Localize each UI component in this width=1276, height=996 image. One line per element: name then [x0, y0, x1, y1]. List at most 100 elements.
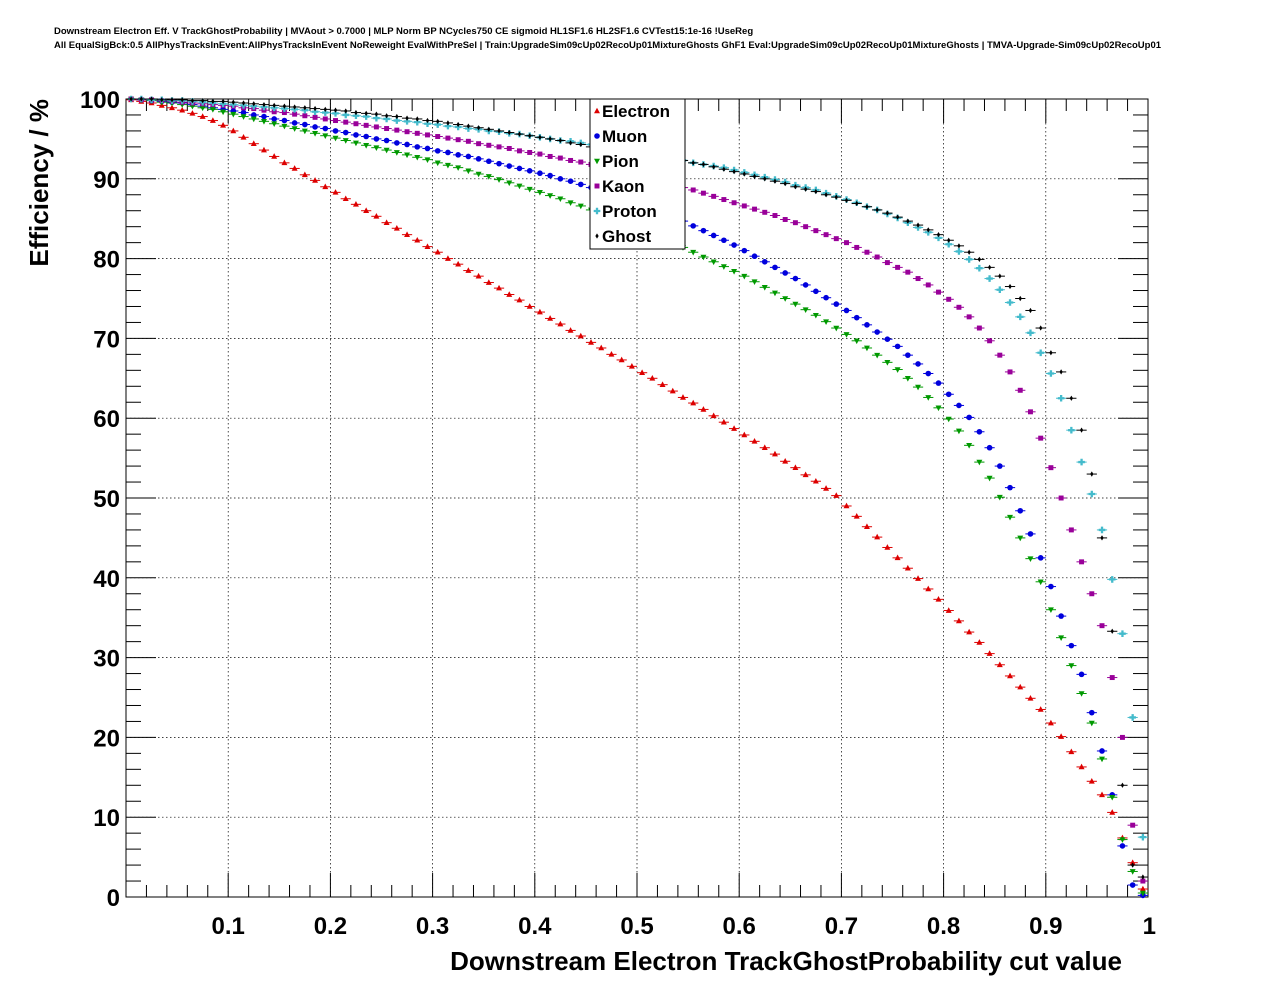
data-point-ghost [201, 97, 205, 104]
data-point-muon [312, 124, 318, 130]
data-point-ghost [384, 113, 389, 119]
data-point-kaon [833, 236, 839, 242]
data-point-ghost [262, 101, 266, 108]
data-point-electron [976, 639, 983, 645]
data-point-muon [813, 288, 819, 295]
data-point-electron [1109, 809, 1116, 815]
data-point-pion [434, 160, 441, 167]
data-point-kaon [700, 190, 706, 196]
data-point-kaon [690, 187, 696, 193]
data-point-proton [403, 118, 411, 125]
data-point-kaon [425, 132, 430, 138]
data-point-ghost [1141, 874, 1145, 880]
data-point-electron [833, 492, 840, 498]
data-point-muon [281, 117, 288, 124]
data-point-pion [301, 128, 308, 135]
data-point-pion [485, 174, 492, 180]
data-point-ghost [497, 128, 501, 134]
data-point-pion [761, 285, 768, 291]
data-point-muon [772, 264, 778, 271]
data-point-proton [393, 117, 401, 124]
data-point-proton [1129, 714, 1136, 721]
legend-label-pion: Pion [602, 152, 639, 171]
data-point-electron [383, 219, 390, 225]
x-tick-label: 0.5 [620, 913, 653, 940]
data-point-pion [230, 111, 237, 118]
data-point-pion [577, 203, 584, 210]
data-point-kaon [997, 352, 1003, 358]
data-point-pion [536, 190, 543, 196]
data-point-kaon [741, 203, 747, 209]
data-point-kaon [578, 159, 584, 165]
data-point-ghost [446, 120, 450, 126]
data-point-ghost [160, 97, 164, 103]
data-point-ghost [579, 141, 583, 148]
data-point-proton [955, 248, 963, 255]
data-point-muon [843, 307, 850, 314]
data-point-electron [250, 140, 257, 146]
data-point-electron [465, 267, 472, 273]
data-point-ghost [374, 111, 379, 117]
data-point-ghost [272, 102, 276, 109]
data-point-proton [935, 234, 942, 242]
data-point-kaon [1007, 369, 1013, 375]
data-point-muon [271, 116, 277, 122]
data-point-ghost [1049, 350, 1053, 356]
data-point-pion [976, 459, 983, 466]
data-point-muon [322, 125, 329, 132]
data-point-pion [1017, 535, 1024, 542]
data-point-muon [353, 132, 359, 138]
data-point-electron [332, 189, 339, 195]
data-point-proton [434, 121, 442, 128]
data-point-proton [352, 112, 360, 120]
data-point-electron [782, 457, 789, 464]
data-point-muon [997, 463, 1003, 469]
data-point-pion [935, 405, 942, 412]
data-point-ghost [1008, 283, 1012, 290]
data-point-muon [1068, 642, 1075, 649]
data-point-kaon [568, 157, 574, 163]
data-point-ghost [1079, 427, 1084, 433]
data-point-kaon [557, 155, 563, 161]
data-point-electron [281, 159, 288, 166]
data-point-electron [404, 231, 411, 237]
data-point-electron [741, 431, 748, 438]
data-point-kaon [1099, 623, 1105, 629]
data-point-muon [935, 380, 942, 386]
y-tick-label: 20 [93, 725, 120, 752]
data-point-electron [649, 375, 656, 381]
data-point-electron [628, 363, 635, 369]
data-point-ghost [701, 161, 706, 168]
legend-label-electron: Electron [602, 102, 670, 121]
data-point-ghost [395, 113, 399, 120]
data-point-ghost [1039, 325, 1043, 331]
data-point-muon [751, 253, 758, 260]
data-point-pion [373, 145, 380, 151]
data-point-electron [567, 327, 574, 333]
data-point-ghost [752, 173, 757, 180]
data-point-ghost [875, 207, 879, 213]
data-point-kaon [476, 141, 482, 147]
data-point-electron [669, 387, 676, 394]
data-point-electron [444, 255, 451, 261]
data-point-electron [199, 113, 206, 119]
data-point-ghost [773, 178, 777, 184]
data-point-kaon [803, 224, 809, 230]
data-point-electron [179, 106, 186, 113]
data-point-muon [823, 294, 829, 301]
data-point-proton [1088, 490, 1096, 498]
data-point-electron [1058, 733, 1065, 739]
data-point-muon [383, 137, 390, 144]
data-point-pion [884, 360, 891, 366]
data-point-pion [444, 162, 451, 169]
data-point-pion [250, 116, 257, 123]
data-point-ghost [967, 249, 971, 255]
y-tick-label: 70 [93, 326, 120, 353]
data-point-electron [792, 464, 799, 470]
data-point-kaon [925, 282, 931, 288]
data-point-pion [843, 332, 850, 338]
data-point-pion [996, 494, 1003, 501]
data-point-muon [782, 270, 788, 276]
data-point-electron [1027, 694, 1034, 701]
data-point-ghost [916, 222, 920, 228]
